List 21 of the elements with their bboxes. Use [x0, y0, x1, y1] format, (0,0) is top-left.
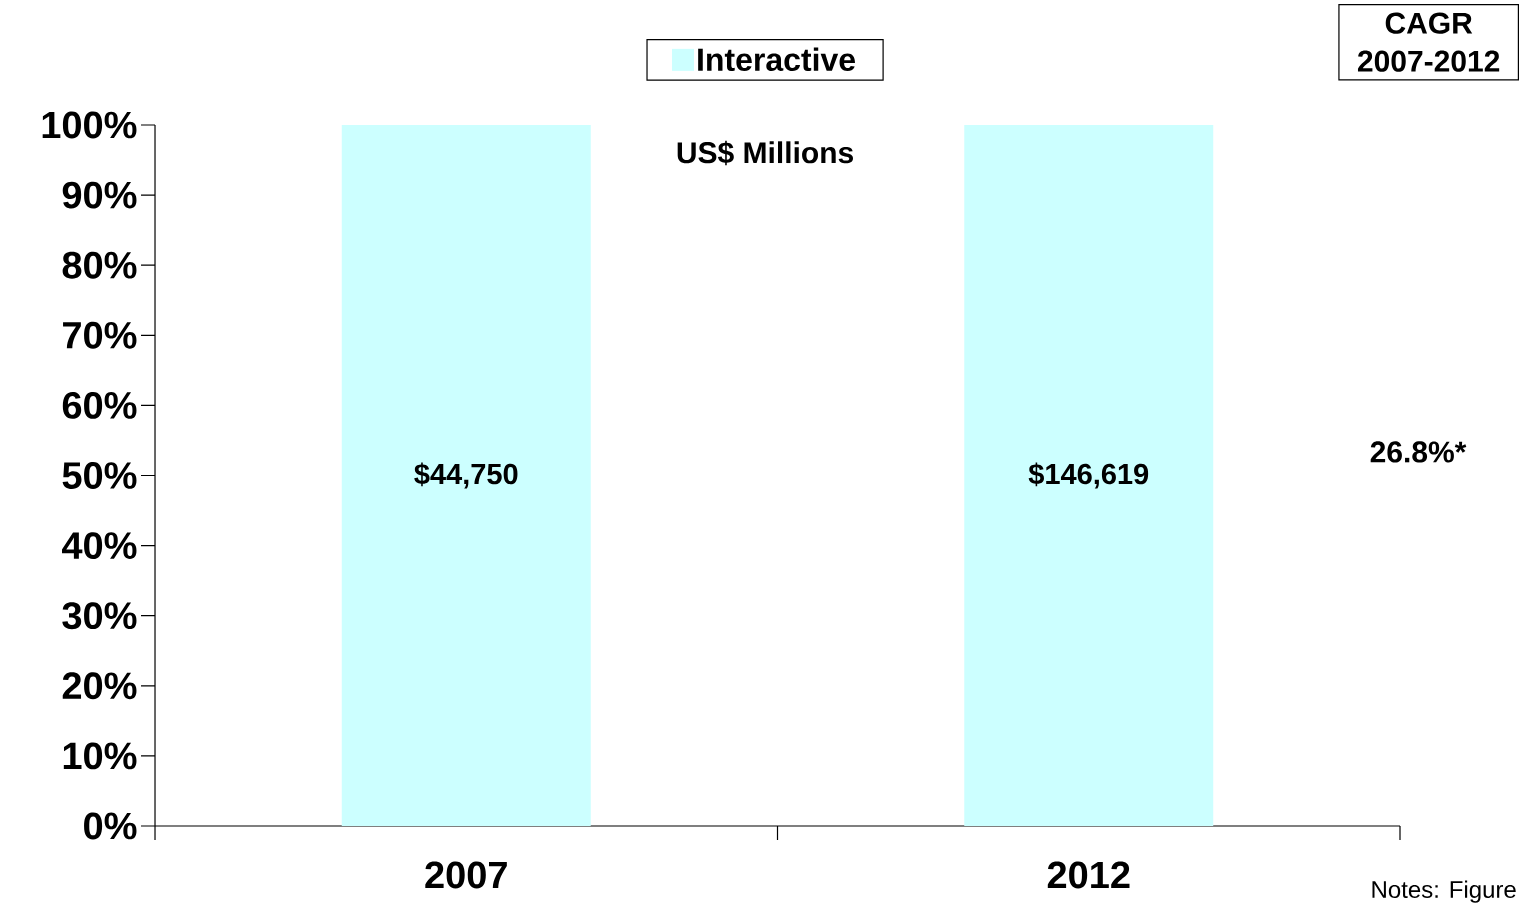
x-tick-label: 2007: [425, 861, 507, 889]
annotation: $146,619: [1028, 462, 1149, 489]
annotation: $44,750: [414, 462, 518, 489]
y-tick-label: 60%: [62, 391, 137, 419]
y-tick-label: 100%: [42, 111, 137, 139]
annotation: 26.8%*: [1370, 441, 1467, 463]
annotation: US$ Millions: [677, 140, 853, 166]
y-tick-label: 30%: [62, 602, 137, 630]
text: Notes: Figure: [1372, 880, 1516, 903]
y-tick-label: 0%: [84, 812, 137, 840]
text: 2007-2012: [1357, 50, 1500, 72]
y-tick-label: 90%: [62, 181, 137, 209]
y-tick-label: 70%: [63, 321, 137, 349]
legend-label: Interactive: [698, 47, 855, 72]
x-tick-label: 2012: [1047, 861, 1130, 889]
y-tick-label: 80%: [62, 251, 137, 279]
text: CAGR: [1385, 12, 1473, 34]
y-tick-label: 10%: [63, 742, 137, 770]
y-tick-label: 20%: [62, 672, 137, 700]
y-tick-label: 50%: [62, 462, 137, 489]
y-tick-label: 40%: [62, 532, 137, 560]
